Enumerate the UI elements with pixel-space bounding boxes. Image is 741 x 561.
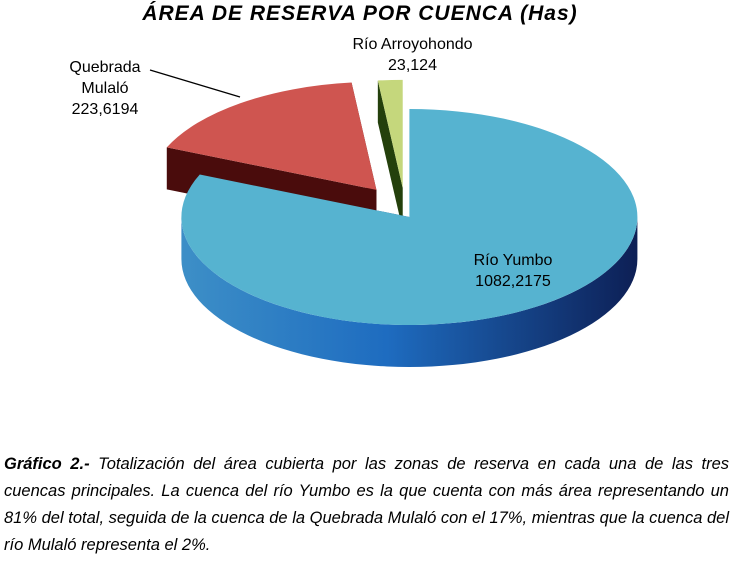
slice-wall <box>377 80 403 230</box>
label-category: Río Yumbo <box>473 252 553 269</box>
slice <box>377 79 403 188</box>
label-category: Quebrada Mulaló <box>69 59 141 97</box>
caption-label: Gráfico 2.- <box>4 455 90 473</box>
data-label: Río Yumbo 1082,2175 <box>448 250 578 292</box>
chart-title: ÁREA DE RESERVA POR CUENCA (Has) <box>142 2 578 25</box>
label-category: Río Arroyohondo <box>352 36 473 53</box>
label-value: 23,124 <box>388 57 437 74</box>
slice <box>181 109 638 326</box>
label-value: 223,6194 <box>71 101 139 118</box>
leader-line <box>149 69 241 98</box>
slice-side <box>181 217 638 368</box>
label-value: 1082,2175 <box>475 273 551 290</box>
chart <box>149 69 638 368</box>
caption: Gráfico 2.- Totalización del área cubier… <box>4 451 729 559</box>
data-label: Quebrada Mulaló 223,6194 <box>55 57 155 120</box>
caption-text: Totalización del área cubierta por las z… <box>4 455 729 554</box>
data-label: Río Arroyohondo 23,124 <box>350 34 475 76</box>
slice <box>166 82 377 190</box>
